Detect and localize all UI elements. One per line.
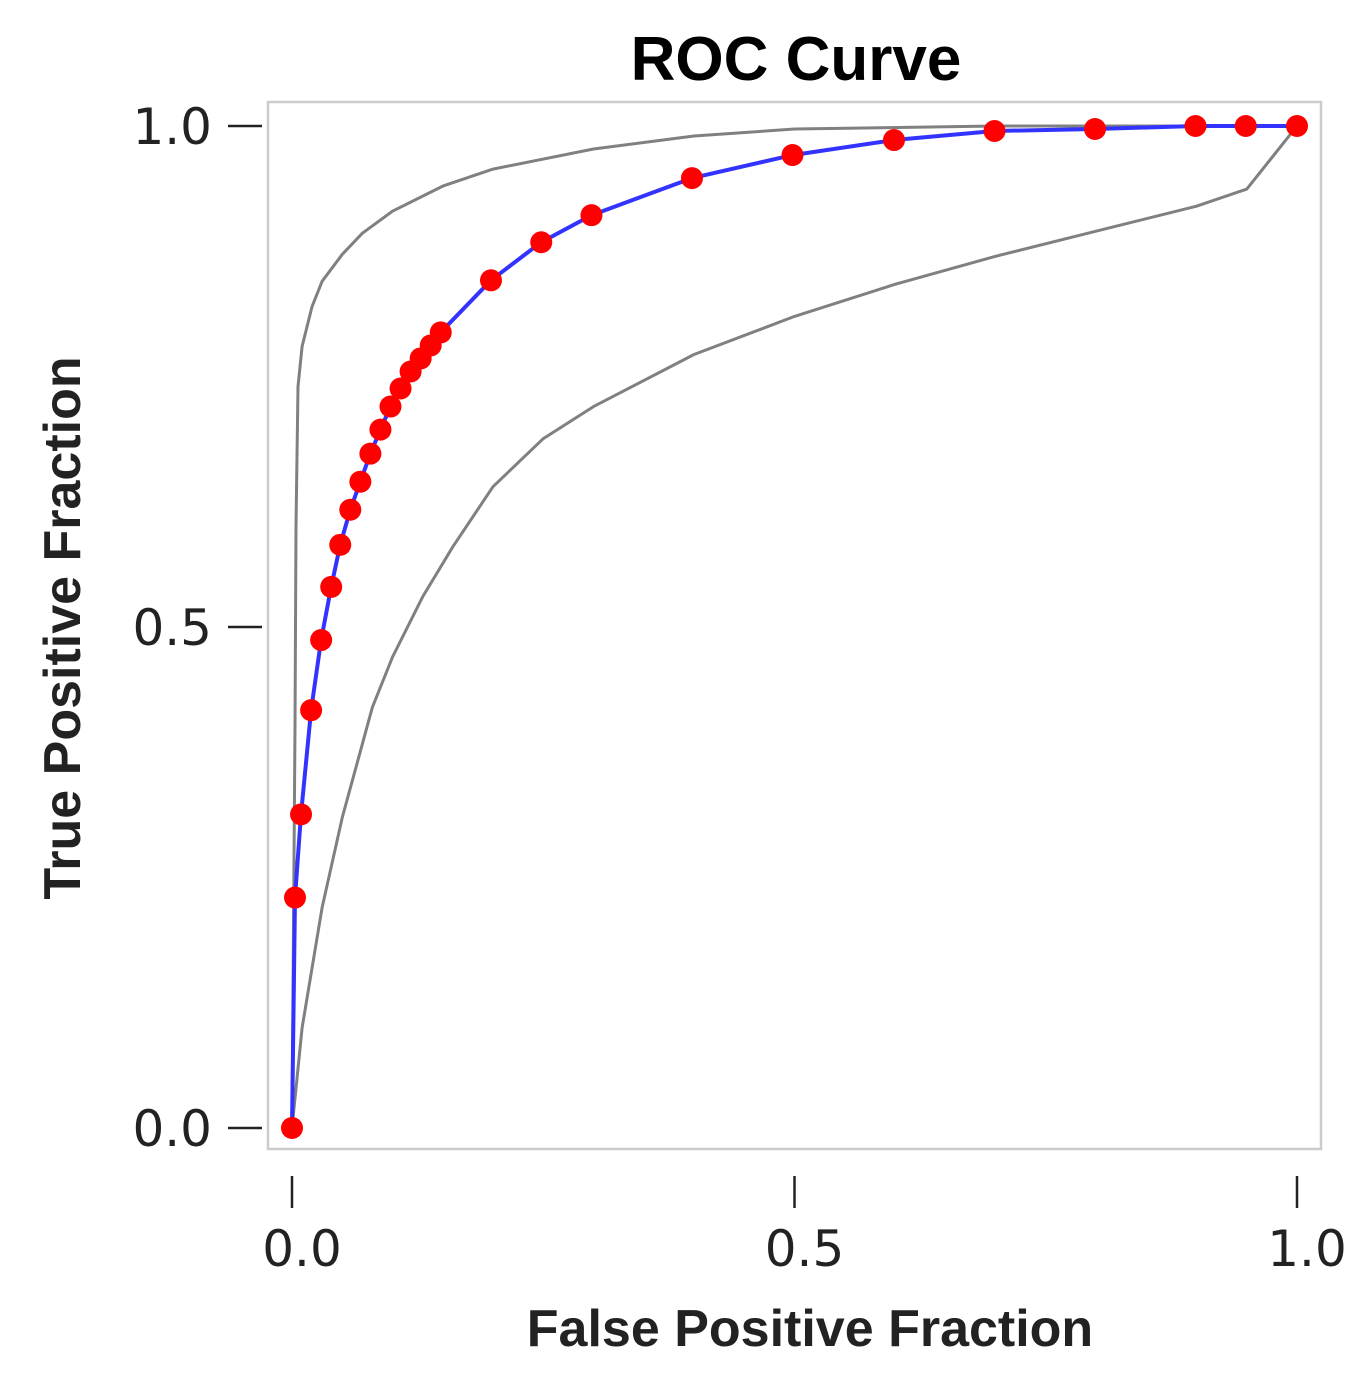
roc-point <box>320 575 343 598</box>
roc-point <box>339 498 362 521</box>
roc-point <box>1286 115 1308 137</box>
x-tick-label: 0.5 <box>765 1220 845 1278</box>
roc-point <box>983 120 1006 143</box>
roc-point <box>290 803 313 826</box>
roc-point <box>1083 118 1106 141</box>
roc-point <box>429 321 452 344</box>
roc-point <box>281 1117 303 1139</box>
y-axis-label: True Positive Fraction <box>34 356 92 899</box>
roc-point <box>329 533 352 556</box>
roc-point <box>300 699 323 722</box>
plot-frame <box>266 100 1323 1151</box>
y-tick-label: 0.0 <box>132 1100 212 1158</box>
x-tick-label: 0.0 <box>262 1220 342 1278</box>
y-tick-label: 0.5 <box>132 599 212 657</box>
roc-point <box>284 886 307 909</box>
roc-point <box>781 144 804 167</box>
roc-point <box>530 231 553 254</box>
roc-point <box>310 629 333 652</box>
roc-point <box>1184 115 1207 137</box>
confidence-band-line <box>290 124 1297 1129</box>
roc-point <box>580 204 603 227</box>
roc-point <box>349 470 372 493</box>
roc-point <box>680 167 703 190</box>
chart-title: ROC Curve <box>631 25 962 94</box>
roc-point <box>389 377 412 400</box>
roc-point <box>1234 115 1257 137</box>
roc-point <box>379 395 402 418</box>
y-tick-label: 1.0 <box>132 98 212 156</box>
series-layer <box>281 115 1308 1139</box>
x-tick-label: 1.0 <box>1267 1220 1347 1278</box>
roc-point <box>479 269 502 292</box>
roc-point <box>369 418 392 441</box>
roc-point <box>359 442 382 465</box>
x-axis-label: False Positive Fraction <box>527 1300 1093 1358</box>
x-axis: 0.0 0.5 1.0 <box>262 1176 1347 1278</box>
confidence-band-line <box>290 125 1299 1129</box>
roc-point <box>882 129 905 152</box>
y-axis: 0.0 0.5 1.0 <box>132 98 262 1158</box>
